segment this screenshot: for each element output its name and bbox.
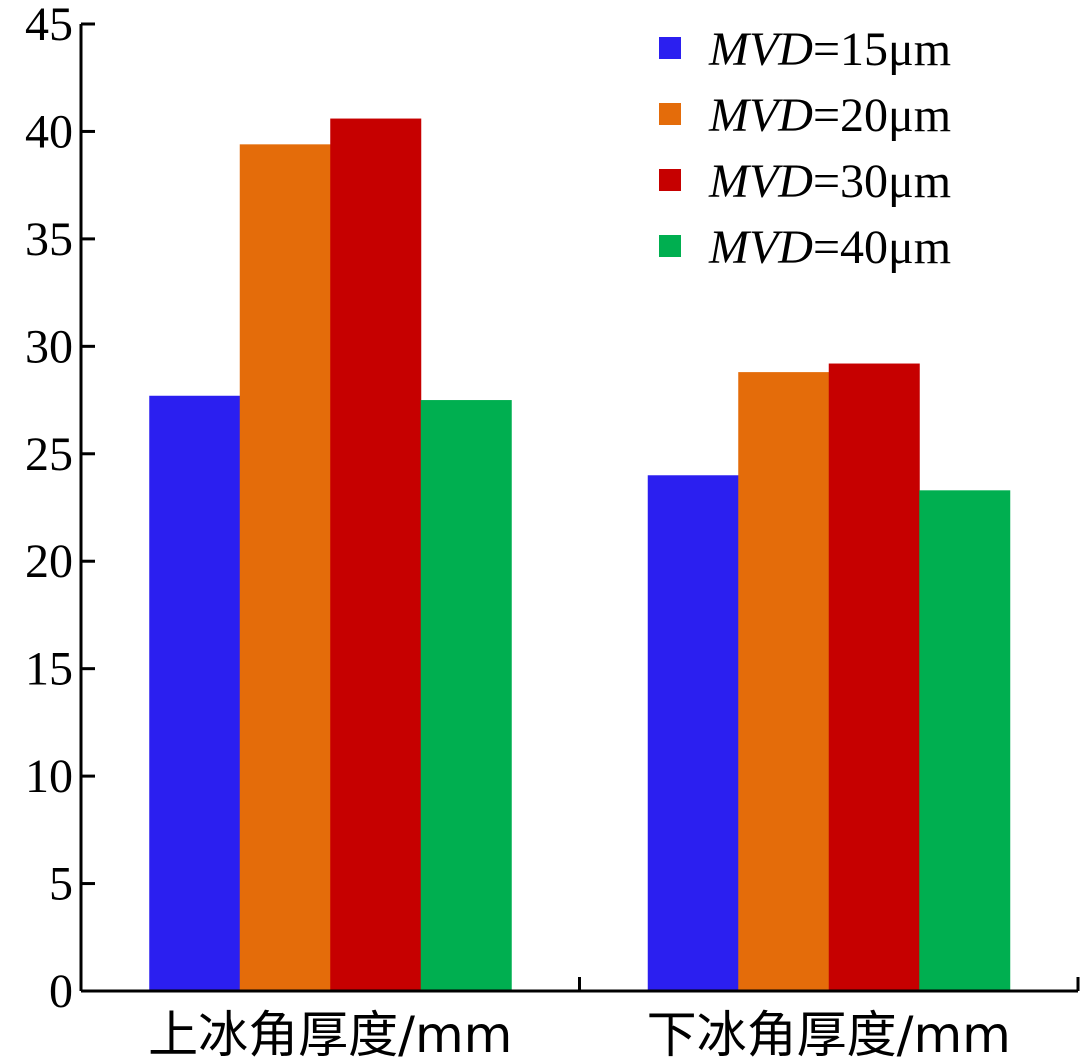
- bar: [420, 400, 512, 991]
- x-category-label: 上冰角厚度/mm: [148, 1006, 512, 1062]
- y-tick-label: 45: [25, 0, 73, 51]
- bar: [647, 475, 739, 991]
- bar: [738, 372, 830, 991]
- legend-swatch: [659, 37, 681, 59]
- x-categories-group: 上冰角厚度/mm 下冰角厚度/mm: [148, 977, 1080, 1062]
- legend-swatch: [659, 169, 681, 191]
- legend-label: MVD=15μm: [708, 23, 951, 76]
- legend-label: MVD=40μm: [708, 221, 951, 274]
- x-category-label: 下冰角厚度/mm: [647, 1006, 1011, 1062]
- y-tick-label: 40: [25, 105, 73, 158]
- bar: [149, 395, 241, 991]
- y-tick-label: 30: [25, 320, 73, 373]
- y-tick-label: 15: [25, 643, 73, 696]
- legend: MVD=15μm MVD=20μm MVD=30μm MVD=40μm: [659, 23, 951, 274]
- legend-swatch: [659, 235, 681, 257]
- bars-group: [149, 118, 1011, 992]
- y-tick-label: 35: [25, 213, 73, 266]
- bar: [239, 144, 331, 992]
- y-tick-label: 0: [49, 965, 73, 1018]
- legend-label: MVD=30μm: [708, 155, 951, 208]
- y-tick-label: 20: [25, 535, 73, 588]
- legend-swatch: [659, 103, 681, 125]
- y-tick-label: 25: [25, 428, 73, 481]
- legend-label: MVD=20μm: [708, 89, 951, 142]
- y-tick-label: 10: [25, 750, 73, 803]
- bar: [828, 363, 920, 992]
- y-tick-label: 5: [49, 858, 73, 911]
- y-ticks-group: 0 5 10 15 20 25 30 35 40 45: [25, 0, 95, 1018]
- bar: [330, 118, 422, 992]
- bar: [919, 490, 1011, 991]
